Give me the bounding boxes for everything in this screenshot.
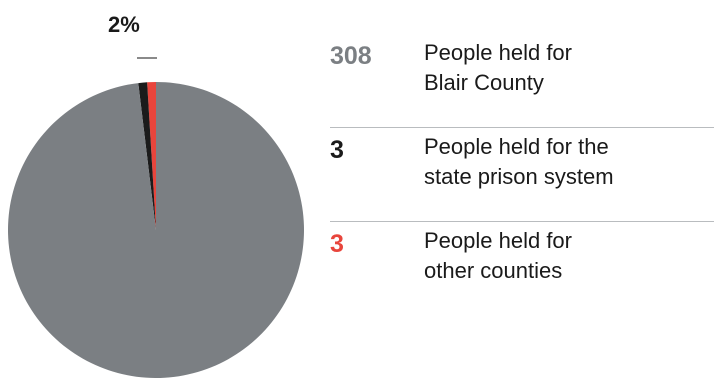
legend-count-blair-county: 308 [330,42,372,70]
legend: 308 People held for Blair County 3 Peopl… [330,34,714,316]
legend-row-blair-county: 308 People held for Blair County [330,34,714,128]
percent-annotation-tick [137,57,157,59]
legend-text-other-counties: People held for other counties [424,228,572,283]
slice-other-counties [147,82,156,230]
percent-annotation: 2% [108,12,140,37]
legend-count-state-prison: 3 [330,136,344,164]
slice-blair-county [8,82,304,378]
pie-chart [8,82,304,378]
legend-text-blair-county: People held for Blair County [424,40,572,95]
legend-row-other-counties: 3 People held for other counties [330,222,714,316]
legend-text-state-prison: People held for the state prison system [424,134,614,189]
slice-state-prison [138,82,156,230]
legend-count-other-counties: 3 [330,230,344,258]
legend-row-state-prison: 3 People held for the state prison syste… [330,128,714,222]
